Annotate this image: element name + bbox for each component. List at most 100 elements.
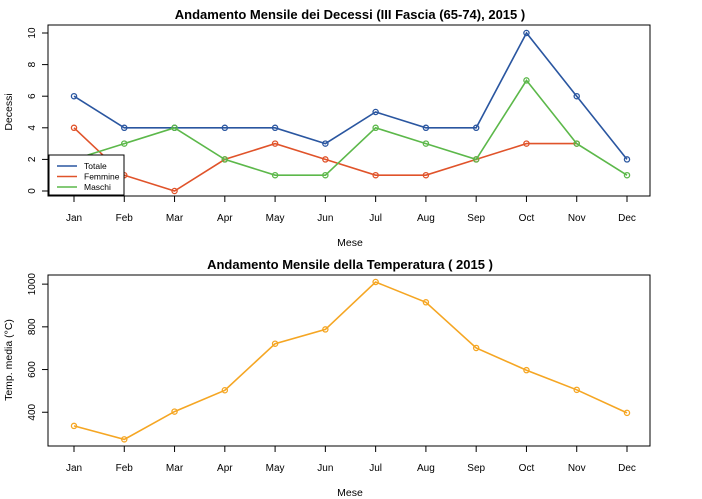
temperature-series-temperatura-point: [472, 344, 480, 352]
temperature-series-temperatura-point: [573, 386, 580, 394]
temperature-series-temperatura-point: [422, 299, 430, 306]
deaths-x-tick-label: Aug: [417, 213, 435, 224]
deaths-y-tick-label: 2: [27, 156, 38, 162]
deaths-x-tick-label: Feb: [116, 213, 134, 224]
deaths-series-totale-point: [573, 92, 580, 100]
deaths-legend-femmine-label: Femmine: [84, 172, 120, 182]
temperature-series-temperatura-point: [322, 326, 329, 333]
temperature-x-tick-label: Oct: [519, 463, 535, 474]
deaths-chart-title: Andamento Mensile dei Decessi (III Fasci…: [175, 7, 525, 22]
deaths-plot-frame: [47, 24, 651, 197]
deaths-x-tick-label: May: [266, 213, 285, 224]
deaths-y-tick-label: 10: [27, 27, 38, 39]
deaths-series-maschi-point: [322, 171, 329, 179]
deaths-series-maschi-line: [73, 79, 628, 176]
deaths-chart-panel: Andamento Mensile dei Decessi (III Fasci…: [3, 7, 651, 249]
deaths-x-axis: Jan Feb Mar Apr May Jun Jul Aug Sep Oct Nov Dec: [66, 196, 636, 224]
deaths-series-totale-point: [372, 108, 379, 116]
deaths-y-tick-label: 4: [27, 125, 38, 131]
deaths-legend-box: [48, 154, 125, 196]
deaths-series-maschi-point: [623, 171, 631, 179]
deaths-series-totale-line: [73, 31, 628, 160]
deaths-series-femmine-point: [322, 156, 329, 163]
temperature-series-temperatura-point: [121, 436, 128, 443]
deaths-x-tick-label: Jul: [369, 213, 382, 224]
deaths-x-tick-label: Nov: [568, 213, 586, 224]
temperature-series-temperatura-point: [271, 340, 279, 347]
deaths-x-tick-label: Apr: [217, 213, 233, 224]
temperature-plot-frame: [47, 274, 651, 447]
deaths-series-totale-point: [221, 124, 229, 132]
temperature-series-temperatura-point: [523, 366, 530, 374]
deaths-x-tick-label: Sep: [467, 213, 485, 224]
deaths-y-axis: 0 2 4 6 8 10: [27, 27, 48, 194]
temperature-series-temperatura-point: [70, 422, 78, 430]
deaths-series-maschi-point: [472, 156, 480, 163]
deaths-series-maschi-point: [523, 77, 530, 84]
temperature-chart-panel: Andamento Mensile della Temperatura ( 20…: [3, 257, 651, 499]
temperature-x-tick-label: May: [266, 463, 285, 474]
deaths-series-totale-point: [271, 124, 279, 132]
temperature-y-tick-label: 800: [27, 318, 38, 335]
temperature-series-temperatura-point: [623, 409, 631, 417]
temperature-y-tick-label: 600: [27, 361, 38, 378]
deaths-y-tick-label: 8: [27, 61, 38, 67]
temperature-x-tick-label: Jan: [66, 463, 82, 474]
temperature-x-tick-label: Aug: [417, 463, 435, 474]
temperature-x-axis: Jan Feb Mar Apr May Jun Jul Aug Sep Oct Nov Dec: [66, 446, 636, 474]
temperature-x-tick-label: Dec: [618, 463, 636, 474]
deaths-series-femmine-line: [73, 127, 577, 192]
deaths-series-maschi-point: [121, 140, 128, 147]
temperature-chart-title: Andamento Mensile della Temperatura ( 20…: [207, 257, 493, 272]
temperature-y-axis: 400 600 800 1000: [27, 273, 48, 421]
deaths-series-maschi-point: [271, 171, 279, 179]
deaths-y-tick-label: 6: [27, 93, 38, 99]
deaths-series-totale-point: [70, 92, 78, 100]
temperature-x-tick-label: Feb: [116, 463, 134, 474]
deaths-series-femmine-point: [70, 124, 78, 132]
deaths-x-axis-label: Mese: [337, 237, 363, 249]
temperature-y-axis-label: Temp. media (°C): [3, 319, 15, 401]
deaths-series-maschi-point: [221, 156, 229, 163]
deaths-x-tick-label: Mar: [166, 213, 184, 224]
deaths-x-tick-label: Jun: [317, 213, 333, 224]
deaths-x-tick-label: Dec: [618, 213, 636, 224]
temperature-x-tick-label: Nov: [568, 463, 586, 474]
deaths-series-totale-point: [523, 29, 530, 37]
deaths-series-totale-point: [121, 124, 128, 132]
deaths-series-femmine-point: [523, 140, 530, 147]
deaths-series-femmine-point: [271, 140, 279, 147]
deaths-series-totale-point: [623, 156, 631, 163]
temperature-series-temperatura-line: [73, 281, 628, 441]
temperature-x-tick-label: Jun: [317, 463, 333, 474]
temperature-series-temperatura-point: [221, 387, 229, 394]
deaths-series-totale-point: [472, 124, 480, 132]
deaths-legend-totale-label: Totale: [84, 161, 107, 171]
temperature-y-tick-label: 1000: [27, 273, 38, 296]
deaths-series-maschi-point: [171, 124, 178, 132]
deaths-legend-maschi-label: Maschi: [84, 182, 111, 192]
deaths-series-femmine-point: [171, 187, 178, 195]
temperature-y-tick-label: 400: [27, 403, 38, 420]
deaths-series-totale-point: [422, 124, 430, 132]
deaths-y-tick-label: 0: [27, 188, 38, 194]
deaths-series-maschi-point: [372, 124, 379, 132]
deaths-series-maschi-point: [573, 140, 580, 147]
temperature-x-tick-label: Mar: [166, 463, 184, 474]
deaths-series-group: [70, 29, 631, 195]
deaths-x-tick-label: Oct: [519, 213, 535, 224]
temperature-series-group: [70, 278, 631, 443]
deaths-series-femmine-point: [372, 171, 379, 179]
temperature-x-tick-label: Jul: [369, 463, 382, 474]
deaths-y-axis-label: Decessi: [3, 93, 15, 130]
temperature-x-tick-label: Apr: [217, 463, 233, 474]
deaths-series-femmine-point: [422, 171, 430, 179]
deaths-series-maschi-point: [422, 140, 430, 147]
temperature-x-tick-label: Sep: [467, 463, 485, 474]
temperature-series-temperatura-point: [171, 408, 178, 415]
deaths-series-totale-point: [322, 140, 329, 147]
temperature-series-temperatura-point: [372, 278, 379, 286]
deaths-x-tick-label: Jan: [66, 213, 82, 224]
